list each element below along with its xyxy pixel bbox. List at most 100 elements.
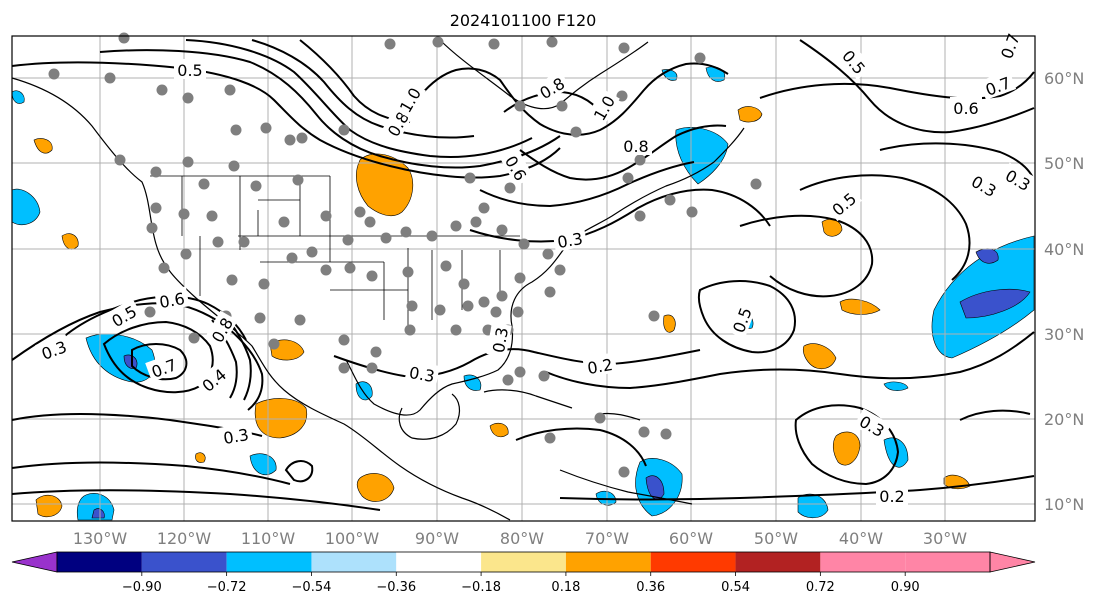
station-dot xyxy=(432,36,444,48)
station-dot xyxy=(634,154,646,166)
contour-label-background xyxy=(104,298,143,332)
contour-label-background xyxy=(174,59,206,79)
station-dot xyxy=(228,160,240,172)
station-dot xyxy=(750,178,762,190)
station-dot xyxy=(268,338,280,350)
longitude-labels: 130°W 120°W 110°W 100°W 90°W 80°W 70°W 60°W 50°W… xyxy=(73,529,967,548)
station-dot xyxy=(450,324,462,336)
positive-anomaly-patch xyxy=(489,422,509,438)
station-dot xyxy=(556,100,568,112)
contour-line xyxy=(479,161,695,208)
station-dot xyxy=(496,224,508,236)
station-dot xyxy=(694,52,706,64)
station-dot xyxy=(686,206,698,218)
positive-anomaly-patch xyxy=(35,494,63,518)
negative-anomaly-patch xyxy=(76,493,115,521)
station-dot xyxy=(206,210,218,222)
contour-line xyxy=(515,427,647,467)
station-dot xyxy=(404,324,416,336)
station-dot xyxy=(254,312,266,324)
figure-title: 2024101100 F120 xyxy=(450,11,597,30)
station-dot xyxy=(496,290,508,302)
longitude-label: 50°W xyxy=(754,529,798,548)
contour-value-label: 0.3 xyxy=(556,229,584,252)
contour-line xyxy=(697,280,796,354)
station-dot xyxy=(660,428,672,440)
station-dot xyxy=(512,306,524,318)
colorbar-segment xyxy=(141,552,227,572)
longitude-label: 130°W xyxy=(73,529,128,548)
station-dot xyxy=(490,306,502,318)
station-dot xyxy=(344,262,356,274)
contour-line xyxy=(99,49,561,169)
station-dot xyxy=(400,226,412,238)
latitude-label: 30°N xyxy=(1044,325,1084,344)
colorbar-extension-low xyxy=(11,551,58,573)
contour-line xyxy=(794,404,900,486)
contour-label-background xyxy=(586,88,620,127)
state-borders xyxy=(150,175,520,330)
station-dot xyxy=(158,262,170,274)
contour-label-background xyxy=(194,361,233,398)
contour-label-background xyxy=(726,301,756,339)
contour-label-background xyxy=(853,408,892,442)
contour-value-label: 0.2 xyxy=(879,487,904,506)
positive-anomaly-patch xyxy=(356,153,414,217)
station-dot xyxy=(118,32,130,44)
contour-label-background xyxy=(824,185,863,222)
contour-line xyxy=(545,331,1035,390)
station-dot xyxy=(320,210,332,222)
colorbar: −0.90 −0.72 −0.54 −0.36 −0.18 0.18 0.36 0.54 0.7… xyxy=(11,551,1036,595)
station-dot xyxy=(538,370,550,382)
station-dot xyxy=(224,84,236,96)
station-dot xyxy=(188,332,200,344)
latitude-label: 60°N xyxy=(1044,69,1084,88)
negative-anomaly-patch xyxy=(11,188,41,225)
contour-value-label: 0.6 xyxy=(158,289,186,312)
station-dot xyxy=(338,362,350,374)
colorbar-segment xyxy=(481,552,566,572)
station-dot xyxy=(514,366,526,378)
station-dot xyxy=(364,216,376,228)
contour-value-label: 0.6 xyxy=(953,99,978,118)
station-dot xyxy=(554,264,566,276)
station-dot xyxy=(504,182,516,194)
station-dot xyxy=(462,300,474,312)
colorbar-tick-label: 0.36 xyxy=(636,580,665,595)
contour-label-background xyxy=(999,162,1038,196)
negative-anomaly-patch xyxy=(11,90,25,104)
station-dot xyxy=(648,310,660,322)
station-dot xyxy=(366,270,378,282)
station-dot xyxy=(426,230,438,242)
contour-value-label: 0.8 xyxy=(623,137,648,156)
positive-anomaly-patch xyxy=(832,431,861,466)
contour-label-background xyxy=(552,226,588,252)
contour-label-background xyxy=(35,334,73,364)
contour-label-background xyxy=(876,485,908,505)
longitude-label: 80°W xyxy=(500,529,544,548)
station-dot xyxy=(294,314,306,326)
station-dot xyxy=(478,202,490,214)
station-dot xyxy=(434,304,446,316)
station-dot xyxy=(150,202,162,214)
colorbar-tick-label: 0.72 xyxy=(806,580,835,595)
contour-label-background xyxy=(145,352,183,382)
negative-anomaly-patch xyxy=(463,374,482,391)
station-dot xyxy=(440,260,452,272)
contour-label-background xyxy=(836,42,873,81)
contour-line xyxy=(11,61,561,179)
contour-line xyxy=(11,461,291,485)
contour-label-background xyxy=(950,97,982,117)
map-frame xyxy=(11,35,1036,522)
colorbar-tick-label: −0.36 xyxy=(376,580,416,595)
negative-anomaly-patch xyxy=(249,453,277,476)
station-dot xyxy=(338,334,350,346)
station-dot xyxy=(258,278,270,290)
contour-label-background xyxy=(532,70,571,104)
station-dot xyxy=(182,156,194,168)
negative-anomaly-patch xyxy=(797,493,829,519)
colorbar-segment xyxy=(905,552,990,572)
coastline-yucatan xyxy=(398,393,461,440)
colorbar-outline xyxy=(56,551,991,573)
